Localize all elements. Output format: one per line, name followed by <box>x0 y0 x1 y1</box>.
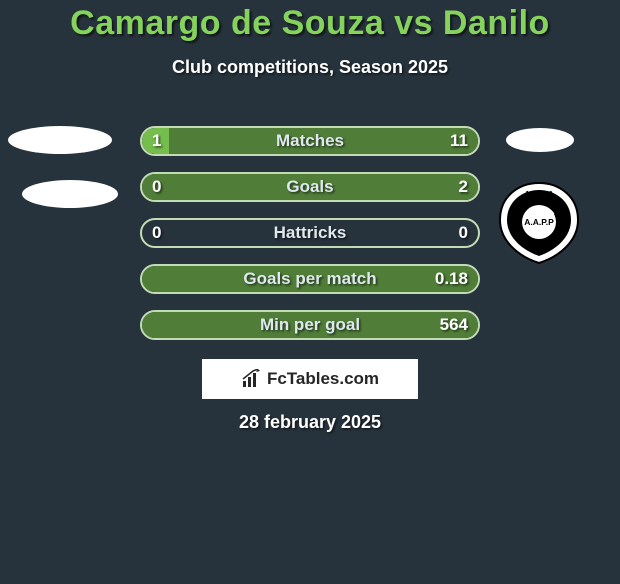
stat-value-left: 0 <box>152 220 161 246</box>
bar-chart-icon <box>241 369 263 389</box>
svg-text:1.08.190: 1.08.190 <box>525 191 552 198</box>
stat-value-right: 0.18 <box>435 266 468 292</box>
stat-rows: Matches111Goals02Hattricks00Goals per ma… <box>140 126 480 356</box>
stat-label: Matches <box>142 128 478 154</box>
stat-row: Goals0 2 <box>140 172 480 202</box>
stat-label: Hattricks <box>142 220 478 246</box>
stat-label: Goals <box>142 174 478 200</box>
comparison-title: Camargo de Souza vs Danilo <box>0 4 620 43</box>
stat-value-left: 1 <box>152 128 161 154</box>
player1-club-placeholder <box>22 180 118 208</box>
player2-photo-placeholder <box>506 128 574 152</box>
stat-row: Matches111 <box>140 126 480 156</box>
player1-photo-placeholder <box>8 126 112 154</box>
player2-club-badge: 1.08.190 A.A.P.P <box>499 182 579 264</box>
stat-value-right: 2 <box>459 174 468 200</box>
generated-date: 28 february 2025 <box>0 412 620 433</box>
stat-value-left: 0 <box>152 174 161 200</box>
fctables-watermark: FcTables.com <box>202 359 418 399</box>
stat-value-right: 11 <box>450 128 468 154</box>
stat-value-right: 0 <box>459 220 468 246</box>
stat-row: Hattricks0 0 <box>140 218 480 248</box>
badge-text: A.A.P.P <box>524 217 554 227</box>
stat-row: Min per goal564 <box>140 310 480 340</box>
stat-label: Goals per match <box>142 266 478 292</box>
comparison-subtitle: Club competitions, Season 2025 <box>0 57 620 78</box>
stat-row: Goals per match0.18 <box>140 264 480 294</box>
fctables-text: FcTables.com <box>267 369 379 389</box>
stat-label: Min per goal <box>142 312 478 338</box>
stat-value-right: 564 <box>440 312 468 338</box>
